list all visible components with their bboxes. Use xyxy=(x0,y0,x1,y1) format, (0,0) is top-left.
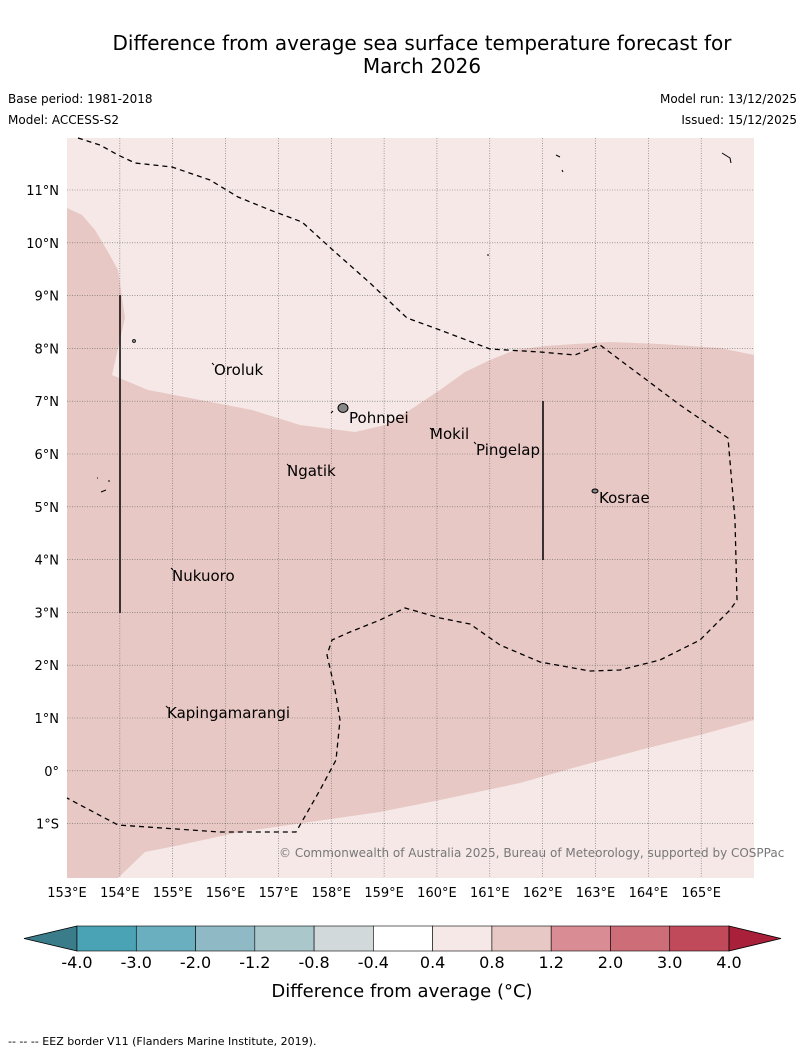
model-run: Model run: 13/12/2025 xyxy=(659,92,797,106)
colorbar-tick-label: -0.8 xyxy=(298,953,329,972)
latitude-label: 1°S xyxy=(36,818,59,833)
longitude-label: 161°E xyxy=(470,886,510,901)
latitude-label: 1°N xyxy=(35,712,60,727)
colorbar-tick-label: -3.0 xyxy=(121,953,152,972)
latitude-label: 2°N xyxy=(35,659,60,674)
colorbar-segment xyxy=(669,925,730,952)
place-label-ngatik: Ngatik xyxy=(287,462,336,480)
footer-note: -- -- -- EEZ border V11 (Flanders Marine… xyxy=(8,1035,317,1048)
place-label-kosrae: Kosrae xyxy=(599,489,650,507)
latitude-label: 7°N xyxy=(35,395,60,410)
colorbar-tick-label: -0.4 xyxy=(358,953,389,972)
latitude-label: 11°N xyxy=(26,184,59,199)
atoll-mark xyxy=(165,152,732,709)
place-label-kapingamarangi: Kapingamarangi xyxy=(167,704,290,722)
pohnpei-island xyxy=(337,403,349,413)
colorbar-label: Difference from average (°C) xyxy=(271,981,532,1002)
place-label-mokil: Mokil xyxy=(430,425,469,443)
colorbar-tick-label: 4.0 xyxy=(716,953,741,972)
kosrae-island xyxy=(591,488,599,494)
colorbar-segment xyxy=(313,925,374,952)
longitude-label: 156°E xyxy=(206,886,246,901)
latitude-label: 4°N xyxy=(35,554,60,569)
chart-title-line2: March 2026 xyxy=(362,54,482,78)
longitude-label: 165°E xyxy=(681,886,721,901)
place-label-oroluk: Oroluk xyxy=(214,361,263,379)
latitude-label: 5°N xyxy=(35,501,60,516)
colorbar-tick-label: -2.0 xyxy=(180,953,211,972)
latitude-axis: 11°N 10°N 9°N 8°N 7°N 6°N 5°N 4°N 3°N 2°N 1°N 0° 1°S xyxy=(26,184,59,833)
model-name: Model: ACCESS-S2 xyxy=(8,113,120,127)
longitude-label: 159°E xyxy=(364,886,404,901)
longitude-axis: 153°E 154°E 155°E 156°E 157°E 158°E 159°E 160°E… xyxy=(47,886,721,901)
colorbar-tick-label: -1.2 xyxy=(239,953,270,972)
colorbar-extend-high xyxy=(728,925,782,952)
forecast-map: Oroluk Pohnpei Mokil Pingelap Ngatik Kos… xyxy=(23,137,784,1002)
latitude-label: 6°N xyxy=(35,448,60,463)
colorbar-tick-label: 3.0 xyxy=(657,953,682,972)
latitude-label: 9°N xyxy=(35,290,60,305)
latitude-label: 3°N xyxy=(35,606,60,621)
colorbar-segment xyxy=(550,925,611,952)
colorbar-tick-label: 2.0 xyxy=(598,953,623,972)
colorbar xyxy=(23,925,782,952)
colorbar-extend-low xyxy=(23,925,78,952)
colorbar-segment xyxy=(610,925,671,952)
longitude-label: 163°E xyxy=(576,886,616,901)
base-period: Base period: 1981-2018 xyxy=(8,92,153,106)
colorbar-segment xyxy=(135,925,196,952)
atoll-mark xyxy=(132,339,136,343)
colorbar-tick-label: 0.4 xyxy=(420,953,445,972)
place-label-nukuoro: Nukuoro xyxy=(172,567,235,585)
chart-title-line1: Difference from average sea surface temp… xyxy=(112,31,732,55)
chart-title: Difference from average sea surface temp… xyxy=(0,32,804,78)
atoll-mark xyxy=(97,477,110,493)
colorbar-segment xyxy=(373,925,433,952)
eez-border-line xyxy=(66,137,738,833)
colorbar-segment xyxy=(432,925,493,952)
colorbar-segment xyxy=(254,925,315,952)
colorbar-tick-labels: -4.0 -3.0 -2.0 -1.2 -0.8 -0.4 0.4 0.8 1.2 2.0 3.0 4… xyxy=(61,953,741,972)
longitude-label: 154°E xyxy=(100,886,140,901)
place-label-pohnpei: Pohnpei xyxy=(349,409,409,427)
longitude-label: 164°E xyxy=(629,886,669,901)
colorbar-tick-label: 0.8 xyxy=(479,953,504,972)
copyright-notice: © Commonwealth of Australia 2025, Bureau… xyxy=(279,846,784,860)
longitude-label: 153°E xyxy=(47,886,87,901)
colorbar-segment xyxy=(76,925,137,952)
longitude-label: 162°E xyxy=(523,886,563,901)
place-label-pingelap: Pingelap xyxy=(476,441,540,459)
longitude-label: 158°E xyxy=(311,886,351,901)
colorbar-tick-label: 1.2 xyxy=(538,953,563,972)
latitude-label: 0° xyxy=(44,765,59,780)
latitude-label: 10°N xyxy=(26,237,59,252)
colorbar-segment xyxy=(195,925,256,952)
issued-date: Issued: 15/12/2025 xyxy=(681,113,797,127)
islands xyxy=(97,152,732,709)
longitude-label: 160°E xyxy=(417,886,457,901)
longitude-label: 157°E xyxy=(259,886,299,901)
eez-borders xyxy=(66,137,738,833)
anomaly-band-0.8-1.2 xyxy=(67,208,754,878)
colorbar-segment xyxy=(491,925,552,952)
colorbar-tick-label: -4.0 xyxy=(61,953,92,972)
latitude-label: 8°N xyxy=(35,342,60,357)
longitude-label: 155°E xyxy=(153,886,193,901)
